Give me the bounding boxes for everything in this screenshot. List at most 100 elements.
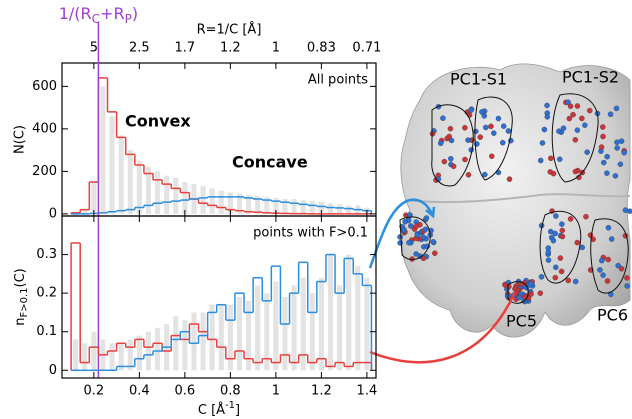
bar xyxy=(200,312,206,371)
patch-outline xyxy=(590,218,629,294)
bar xyxy=(218,190,224,214)
label-part: ) xyxy=(132,4,138,23)
surface-point xyxy=(548,155,554,162)
bar xyxy=(173,316,179,371)
surface-point xyxy=(601,159,607,166)
surface-point xyxy=(450,163,457,170)
surface-point xyxy=(624,283,630,289)
bar xyxy=(100,86,106,214)
surface-point xyxy=(538,274,545,280)
surface-point xyxy=(559,221,565,227)
protein-groove xyxy=(404,193,631,204)
bar xyxy=(300,200,306,214)
surface-point xyxy=(447,125,454,132)
bar xyxy=(209,188,215,214)
surface-point xyxy=(430,239,436,245)
bar xyxy=(273,197,279,214)
bar xyxy=(155,327,161,371)
x2-tick-label: 0.71 xyxy=(352,41,381,56)
surface-point xyxy=(441,158,448,165)
patch-outline xyxy=(399,216,431,260)
surface-point xyxy=(566,115,573,122)
x-tick-label: 1.4 xyxy=(357,384,378,399)
surface-point xyxy=(608,236,615,242)
bar xyxy=(236,193,243,214)
surface-point xyxy=(495,115,502,122)
surface-point xyxy=(567,216,574,222)
bar xyxy=(355,266,361,371)
x2-tick-label: 1.7 xyxy=(175,41,196,56)
bar xyxy=(337,285,343,371)
surface-point xyxy=(565,99,571,105)
label-part: +R xyxy=(100,4,125,23)
surface-point xyxy=(607,111,614,118)
surface-point xyxy=(482,124,489,131)
surface-point xyxy=(604,170,610,176)
y-axis-label: N(C) xyxy=(13,125,28,154)
surface-point xyxy=(600,133,606,140)
surface-point xyxy=(440,115,446,121)
x2-axis-label: R=1/C [Å] xyxy=(197,22,262,38)
surface-point xyxy=(574,103,581,109)
annotation: points with F>0.1 xyxy=(253,226,368,241)
annotation: All points xyxy=(308,73,368,88)
surface-point xyxy=(544,114,551,120)
bar xyxy=(273,281,279,371)
plot-area xyxy=(70,242,373,372)
surface-point xyxy=(572,137,579,143)
x2-tick-label: 5 xyxy=(90,41,98,56)
surface-point xyxy=(621,149,627,156)
bar xyxy=(173,177,179,214)
surface-point xyxy=(448,156,454,162)
bar xyxy=(109,116,115,214)
label-sub: C xyxy=(92,12,100,26)
bar xyxy=(136,335,142,371)
surface-point xyxy=(402,218,408,225)
y-tick-label: 400 xyxy=(32,121,57,136)
y-tick-label: 0 xyxy=(49,363,57,378)
surface-point xyxy=(559,233,566,240)
surface-point xyxy=(406,239,412,246)
surface-point xyxy=(600,272,606,278)
label-part: (C) xyxy=(13,268,28,287)
label-sub: F>0.1 xyxy=(19,287,30,317)
surface-point xyxy=(559,227,566,234)
surface-point xyxy=(567,103,574,109)
surface-point xyxy=(489,153,495,159)
surface-point xyxy=(553,264,559,271)
surface-point xyxy=(473,128,479,135)
bar xyxy=(182,182,188,214)
patch-outlines xyxy=(399,93,629,304)
label-part: ] xyxy=(235,403,240,418)
surface-point xyxy=(583,213,589,220)
surface-point xyxy=(550,237,557,244)
surface-point xyxy=(617,161,624,167)
bar xyxy=(346,254,352,371)
x-tick-label: 0.2 xyxy=(84,384,105,399)
reference-label: 1/(RC+RP) xyxy=(59,4,138,26)
bar xyxy=(309,293,315,371)
bar xyxy=(291,285,297,371)
bar xyxy=(318,202,324,214)
y-axis-label: nF>0.1(C) xyxy=(13,268,31,326)
surface-point xyxy=(488,123,494,130)
surface-point xyxy=(477,134,483,140)
surface-point xyxy=(600,124,606,130)
bar xyxy=(218,304,224,371)
bar xyxy=(227,192,233,214)
surface-point xyxy=(545,257,552,263)
y-tick-label: 0.3 xyxy=(36,247,57,262)
surface-point xyxy=(423,215,430,221)
surface-point xyxy=(505,128,512,134)
surface-point xyxy=(516,294,522,301)
bar xyxy=(264,196,270,214)
surface-point xyxy=(552,274,559,281)
bar xyxy=(255,195,261,214)
surface-point xyxy=(572,168,579,175)
surface-point xyxy=(587,232,594,238)
patch-outline xyxy=(431,104,474,187)
bar xyxy=(91,331,97,371)
surface-point xyxy=(397,240,403,246)
surface-point xyxy=(604,153,610,160)
surface-point xyxy=(605,224,612,231)
